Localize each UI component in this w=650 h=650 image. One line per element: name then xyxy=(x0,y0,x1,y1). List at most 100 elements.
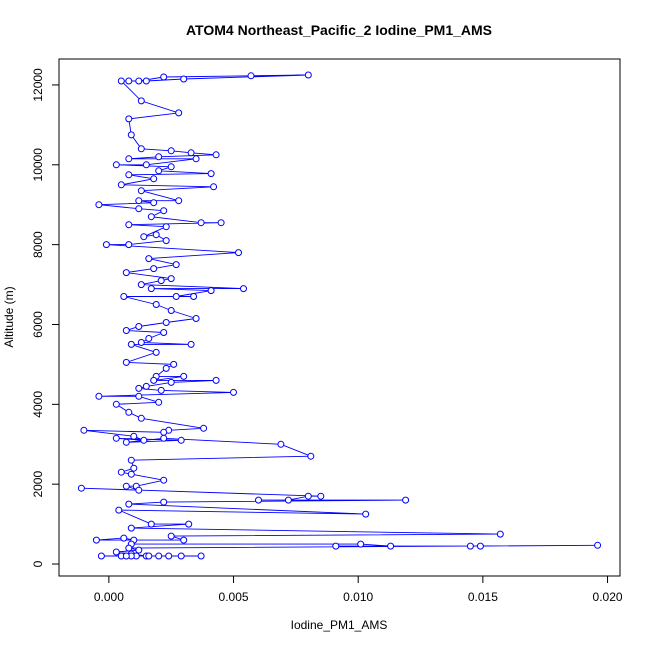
x-tick-label: 0.005 xyxy=(219,590,249,604)
data-point xyxy=(167,163,175,171)
data-point xyxy=(120,293,128,300)
data-point xyxy=(127,524,135,532)
data-point xyxy=(95,201,103,209)
data-point xyxy=(145,552,153,560)
y-tick-label: 0 xyxy=(31,560,45,567)
data-point xyxy=(187,149,195,157)
y-axis: 0 2000 4000 6000 8000 10000 12000 xyxy=(31,68,60,567)
series-layer xyxy=(77,71,602,560)
data-point xyxy=(362,510,370,518)
data-point xyxy=(135,486,143,494)
y-tick-label: 2000 xyxy=(31,471,45,498)
y-tick-label: 10000 xyxy=(31,148,45,182)
data-point xyxy=(125,544,133,552)
data-point xyxy=(155,552,163,560)
data-point xyxy=(177,436,185,444)
data-point xyxy=(200,424,208,432)
x-tick-label: 0.020 xyxy=(593,590,623,604)
data-point xyxy=(387,542,395,550)
data-point xyxy=(255,496,262,504)
data-point xyxy=(152,301,160,308)
data-point xyxy=(247,72,255,80)
data-point xyxy=(125,155,133,163)
data-point xyxy=(135,546,143,554)
data-point xyxy=(160,434,168,442)
data-point xyxy=(147,213,155,221)
data-point xyxy=(175,109,183,117)
data-point xyxy=(167,275,175,283)
data-point xyxy=(137,97,145,105)
data-point xyxy=(197,552,205,560)
data-point xyxy=(162,223,170,231)
data-point xyxy=(150,199,158,207)
data-point xyxy=(140,233,148,241)
data-point xyxy=(155,153,163,161)
data-point xyxy=(167,378,175,386)
data-point xyxy=(180,536,188,544)
data-point xyxy=(95,392,103,400)
data-point xyxy=(466,542,474,550)
data-point xyxy=(277,440,285,448)
data-point xyxy=(170,360,178,368)
data-point xyxy=(192,315,200,322)
data-point xyxy=(112,400,120,408)
data-point xyxy=(152,348,160,356)
data-point xyxy=(137,145,145,153)
data-point xyxy=(112,434,120,442)
data-point xyxy=(142,382,150,390)
data-point xyxy=(125,77,133,85)
data-point xyxy=(125,171,133,179)
data-point xyxy=(317,492,325,500)
data-point xyxy=(137,187,145,195)
data-point xyxy=(207,287,215,295)
x-tick-label: 0.015 xyxy=(468,590,498,604)
data-point xyxy=(160,329,168,336)
data-point xyxy=(160,498,168,506)
data-point xyxy=(175,197,183,205)
data-point xyxy=(160,207,168,215)
data-point xyxy=(157,277,165,285)
data-point xyxy=(212,151,220,159)
data-point xyxy=(162,364,170,372)
data-point xyxy=(162,237,170,245)
data-point xyxy=(140,436,148,444)
data-point xyxy=(172,293,180,300)
data-point xyxy=(357,540,365,548)
y-axis-label: Altitude (m) xyxy=(2,286,16,347)
data-point xyxy=(332,542,340,550)
data-point xyxy=(180,372,188,380)
data-point xyxy=(122,327,130,334)
data-point xyxy=(197,219,205,227)
data-point xyxy=(122,269,130,277)
data-point xyxy=(307,452,315,460)
data-point xyxy=(177,552,185,560)
chart-title: ATOM4 Northeast_Pacific_2 Iodine_PM1_AMS xyxy=(186,22,492,38)
data-point xyxy=(117,77,125,85)
data-point xyxy=(135,205,143,213)
x-tick-label: 0.010 xyxy=(343,590,373,604)
data-point xyxy=(150,265,158,273)
data-point xyxy=(157,386,165,394)
data-point xyxy=(160,428,168,436)
data-point xyxy=(125,115,133,123)
data-point xyxy=(117,468,125,476)
data-point xyxy=(207,170,215,178)
data-point xyxy=(152,231,160,239)
data-point xyxy=(160,476,168,484)
data-point xyxy=(135,77,143,85)
data-point xyxy=(120,534,128,542)
data-point xyxy=(135,323,143,330)
data-point xyxy=(77,484,85,492)
plot-frame xyxy=(58,58,621,577)
data-point xyxy=(142,161,150,169)
data-point xyxy=(125,221,133,229)
data-point xyxy=(130,432,138,440)
data-point xyxy=(192,155,200,163)
data-point xyxy=(135,384,143,392)
data-point xyxy=(150,376,158,384)
data-point xyxy=(594,541,602,549)
data-point xyxy=(102,241,110,249)
data-point xyxy=(240,285,247,293)
data-point xyxy=(97,552,105,560)
data-point xyxy=(92,536,100,544)
